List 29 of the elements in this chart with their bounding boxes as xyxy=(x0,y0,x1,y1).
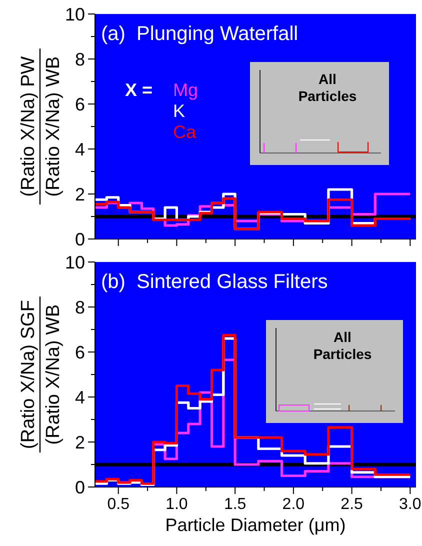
y-tick-label: 8 xyxy=(74,49,85,70)
text: K xyxy=(173,101,186,121)
y-tick-label: 0 xyxy=(74,477,85,498)
legend-title: X = xyxy=(125,80,153,100)
y-axis-title: (Ratio X/Na) PW (Ratio X/Na) WB xyxy=(18,56,64,197)
y-tick-label: 10 xyxy=(64,4,85,24)
x-axis-title: Particle Diameter (μm) xyxy=(165,515,346,535)
chart-title: (a) Plunging Waterfall xyxy=(101,23,298,45)
x-tick-label: 3.0 xyxy=(399,496,422,513)
text: Mg xyxy=(173,80,198,100)
y-tick-label: 4 xyxy=(74,387,85,408)
chart-title: (b) Sintered Glass Filters xyxy=(101,271,328,293)
y-tick-label: 6 xyxy=(74,94,85,114)
x-tick-label: 0.5 xyxy=(107,496,130,513)
x-tick-label: 1.5 xyxy=(224,496,246,513)
x-tick-label: 2.5 xyxy=(340,496,364,513)
text: Ca xyxy=(173,122,197,142)
y-tick-label: 2 xyxy=(74,432,85,452)
y-tick-label: 4 xyxy=(74,139,85,160)
y-tick-label: 0 xyxy=(74,229,85,250)
y-tick-label: 8 xyxy=(74,297,85,318)
annotation: All Particles xyxy=(298,71,357,104)
y-axis-title: (Ratio X/Na) SGF (Ratio X/Na) WB xyxy=(18,300,64,449)
x-tick-label: 1.0 xyxy=(166,496,188,513)
y-tick-label: 2 xyxy=(74,184,85,204)
y-tick-label: 10 xyxy=(64,252,85,272)
x-tick-label: 2.0 xyxy=(282,496,305,513)
annotation: All Particles xyxy=(313,329,372,362)
y-tick-label: 6 xyxy=(74,342,85,362)
